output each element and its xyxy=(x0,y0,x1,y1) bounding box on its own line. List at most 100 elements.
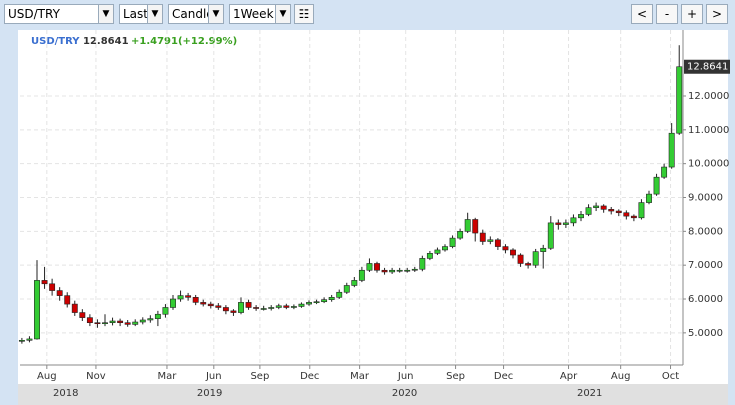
x-tick-label: Oct xyxy=(662,371,679,382)
x-tick-label: Dec xyxy=(300,371,319,382)
symbol: USD/TRY xyxy=(8,7,60,21)
candle-body xyxy=(661,166,668,178)
candle-body xyxy=(646,193,652,203)
x-tick-label: Mar xyxy=(158,371,178,382)
x-tick-label: Dec xyxy=(494,371,513,382)
candle-body xyxy=(298,303,305,307)
candle-body xyxy=(494,239,501,247)
candle-body xyxy=(404,269,411,272)
candle-body xyxy=(562,222,569,225)
candle-body xyxy=(502,246,509,251)
candle-body xyxy=(442,246,448,251)
candle-body xyxy=(18,339,25,342)
candle-body xyxy=(139,319,146,323)
candle-body xyxy=(207,303,214,307)
candle-body xyxy=(71,303,78,313)
symbol-select[interactable]: USD/TRY ▼ xyxy=(4,4,114,24)
candle-body xyxy=(623,212,630,217)
candle-body xyxy=(593,205,600,208)
candle-body xyxy=(49,283,56,291)
candle-body xyxy=(306,302,312,305)
dropdown-arrow: ▼ xyxy=(98,5,113,23)
candle-body xyxy=(638,202,645,219)
period: 1Week xyxy=(233,7,274,21)
candle-body xyxy=(41,280,48,285)
candle-body xyxy=(290,306,297,308)
price-select[interactable]: Last ▼ xyxy=(119,4,163,24)
candle-body xyxy=(238,302,244,313)
candle-body xyxy=(676,66,683,134)
candle-body xyxy=(177,295,184,300)
candle-body xyxy=(124,322,131,325)
candle-body xyxy=(102,322,108,325)
candle-body xyxy=(532,251,539,266)
candle-body xyxy=(540,247,547,252)
candle-body xyxy=(457,231,464,239)
candle-body xyxy=(321,299,328,303)
candle-body xyxy=(555,222,562,225)
price-change: +1.4791(+12.99%) xyxy=(131,36,237,47)
x-tick-label: Apr xyxy=(560,371,578,382)
candle-body xyxy=(600,205,607,210)
candle-body xyxy=(185,295,192,298)
candle-body xyxy=(358,269,365,281)
candle-body xyxy=(268,307,275,309)
candle-body xyxy=(578,214,584,219)
candle-body xyxy=(525,263,532,266)
x-tick-label: Aug xyxy=(611,371,631,382)
style-select[interactable]: Candle ▼ xyxy=(168,4,224,24)
settings-button[interactable]: ☷ xyxy=(294,4,314,24)
x-tick-label: Aug xyxy=(37,371,57,382)
year-label: 2019 xyxy=(197,388,222,399)
zoom-in-button[interactable]: + xyxy=(681,4,703,24)
y-tick-label: 5.0000 xyxy=(688,328,723,339)
candle-body xyxy=(510,249,516,256)
candle-body xyxy=(132,321,139,325)
candle-body xyxy=(487,239,494,242)
candle-body xyxy=(381,269,388,273)
candle-body xyxy=(472,219,479,234)
candle-body xyxy=(215,305,222,308)
candle-body xyxy=(230,310,237,313)
period-select[interactable]: 1Week ▼ xyxy=(229,4,291,24)
candle-body xyxy=(328,297,335,300)
zoom-out-button[interactable]: - xyxy=(656,4,678,24)
year-label: 2020 xyxy=(392,388,417,399)
candle-body xyxy=(570,217,577,224)
y-tick-label: 10.0000 xyxy=(688,159,729,170)
candle-body xyxy=(547,222,554,249)
x-tick-label: Mar xyxy=(350,371,370,382)
candle-body xyxy=(154,313,161,319)
candle-body xyxy=(56,290,63,296)
chart-style: Candle xyxy=(172,7,214,21)
chart-title: USD/TRY xyxy=(31,36,80,47)
candle-body xyxy=(343,285,350,293)
candle-body xyxy=(192,297,199,303)
forward-button[interactable]: > xyxy=(706,4,728,24)
candle-body xyxy=(64,295,71,305)
year-label: 2018 xyxy=(53,388,78,399)
x-tick-label: Nov xyxy=(86,371,106,382)
back-button[interactable]: < xyxy=(631,4,653,24)
candle-body xyxy=(668,132,675,168)
last-price-label: 12.8641 xyxy=(687,62,728,73)
y-tick-label: 12.0000 xyxy=(688,91,729,102)
candle-body xyxy=(94,322,101,325)
candle-body xyxy=(313,301,320,304)
candle-body xyxy=(26,338,33,341)
year-label: 2021 xyxy=(577,388,602,399)
candle-body xyxy=(34,280,40,340)
candle-body xyxy=(419,258,426,270)
dropdown-arrow: ▼ xyxy=(208,5,223,23)
candle-body xyxy=(147,318,154,321)
candle-body xyxy=(426,253,433,259)
last-price: 12.8641 xyxy=(83,36,129,47)
candle-body xyxy=(222,307,229,312)
candle-body xyxy=(615,210,622,214)
dropdown-arrow: ▼ xyxy=(275,5,290,23)
last-price-marker xyxy=(684,59,730,74)
candle-body xyxy=(162,307,169,315)
candle-body xyxy=(411,268,418,271)
candle-body xyxy=(86,317,93,324)
